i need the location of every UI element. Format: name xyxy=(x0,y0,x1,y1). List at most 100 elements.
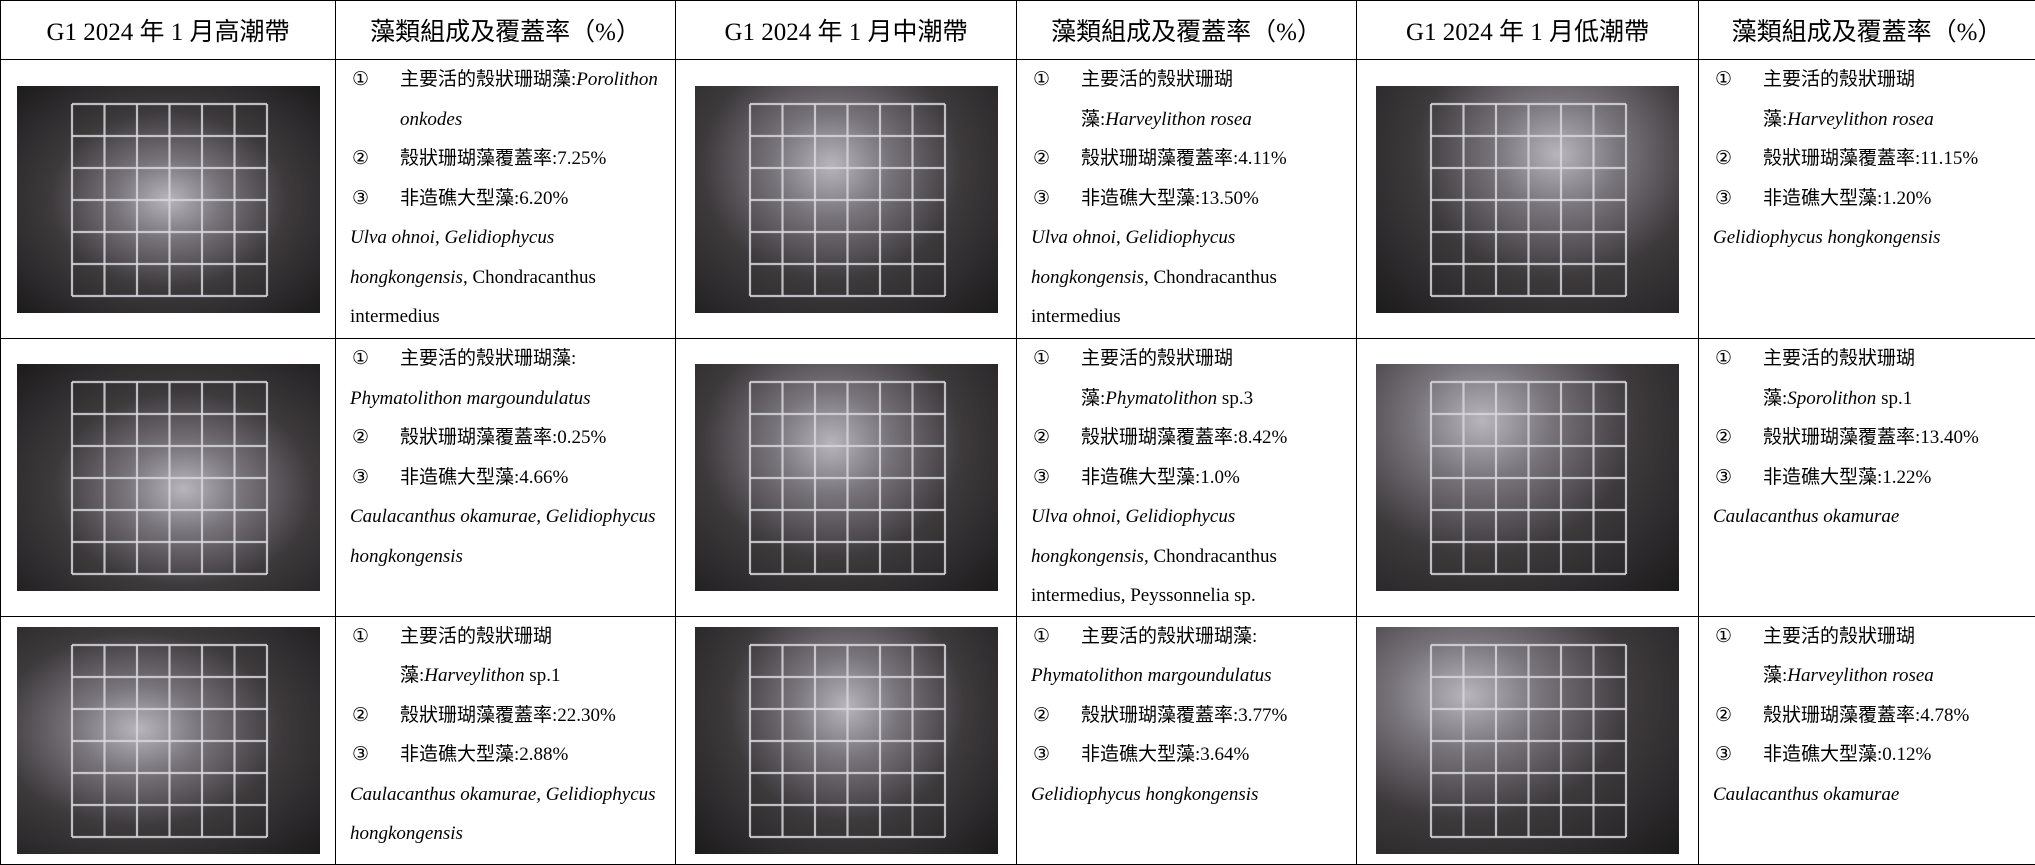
paragraph: ① 主要活的殼狀珊瑚藻: xyxy=(1031,617,1346,656)
item-marker: ③ xyxy=(1033,187,1051,209)
quadrat-photo xyxy=(16,85,320,313)
paragraph: ① 主要活的殼狀珊瑚藻:Harveylithon sp.1 xyxy=(350,617,665,695)
paragraph: ② 殼狀珊瑚藻覆蓋率:4.78% xyxy=(1713,696,2025,736)
paragraph: ② 殼狀珊瑚藻覆蓋率:0.25% xyxy=(350,418,665,458)
item-marker: ① xyxy=(352,625,370,647)
text-cell: ① 主要活的殼狀珊瑚藻:Phymatolithon sp.3 ② 殼狀珊瑚藻覆蓋率:8… xyxy=(1016,338,1357,617)
paragraph: ① 主要活的殼狀珊瑚藻:Harveylithon rosea xyxy=(1713,61,2025,139)
paragraph: ② 殼狀珊瑚藻覆蓋率:11.15% xyxy=(1713,139,2025,179)
text-segment: 非造礁大型藻:3.64% xyxy=(1081,744,1250,766)
text-segment: Ulva ohnoi xyxy=(350,227,435,249)
text-segment: Caulacanthus okamurae xyxy=(1713,783,1900,805)
quadrat-frame xyxy=(70,102,268,297)
paragraph: ① 主要活的殼狀珊瑚藻:Harveylithon rosea xyxy=(1031,61,1346,139)
item-marker: ② xyxy=(1715,427,1733,449)
text-segment: 主要活的殼狀珊瑚藻: xyxy=(1763,625,1916,687)
paragraph: ③ 非造礁大型藻:1.0% xyxy=(1031,458,1346,498)
text-segment: Caulacanthus okamurae, Gelidiophycus hon… xyxy=(350,506,656,567)
paragraph: ② 殼狀珊瑚藻覆蓋率:13.40% xyxy=(1713,418,2025,458)
quadrat-photo xyxy=(1376,364,1679,592)
paragraph: ② 殼狀珊瑚藻覆蓋率:3.77% xyxy=(1031,696,1346,736)
data-row: ① 主要活的殼狀珊瑚藻:Harveylithon sp.1 ② 殼狀珊瑚藻覆蓋率:22… xyxy=(0,615,2035,865)
item-marker: ② xyxy=(1033,427,1051,449)
text-segment: Ulva ohnoi xyxy=(1031,227,1116,249)
text-segment: Gelidiophycus hongkongensis xyxy=(1031,783,1259,805)
text-segment: , Chondracanthus intermedius xyxy=(1031,266,1277,328)
paragraph: ③ 非造礁大型藻:3.64% xyxy=(1031,735,1346,775)
paragraph: ③ 非造礁大型藻:2.88% xyxy=(350,735,665,775)
text-segment: Gelidiophycus hongkongensis xyxy=(350,227,555,288)
paragraph: ① 主要活的殼狀珊瑚藻: xyxy=(350,340,665,379)
text-segment: Porolithon onkodes xyxy=(400,69,658,130)
item-marker: ③ xyxy=(1033,744,1051,766)
paragraph: ③ 非造礁大型藻:6.20% xyxy=(350,179,665,219)
item-marker: ① xyxy=(1033,348,1051,370)
text-segment: 殼狀珊瑚藻覆蓋率:7.25% xyxy=(400,148,607,170)
header-cell: 藻類組成及覆蓋率（%） xyxy=(1016,0,1357,61)
quadrat-frame xyxy=(748,102,946,297)
text-segment: , xyxy=(434,227,445,249)
text-cell: ① 主要活的殼狀珊瑚藻: Phymatolithon margoundulatus ②… xyxy=(335,338,676,617)
text-segment: Harveylithon rosea xyxy=(1787,665,1934,687)
paragraph: Ulva ohnoi, Gelidiophycus hongkongensis,… xyxy=(350,218,665,337)
item-marker: ① xyxy=(1033,69,1051,91)
paragraph: Caulacanthus okamurae, Gelidiophycus hon… xyxy=(350,775,665,854)
paragraph: Ulva ohnoi, Gelidiophycus hongkongensis,… xyxy=(1031,218,1346,337)
paragraph: ③ 非造礁大型藻:1.22% xyxy=(1713,458,2025,498)
item-marker: ③ xyxy=(1033,466,1051,488)
item-marker: ③ xyxy=(1715,744,1733,766)
item-marker: ② xyxy=(1033,704,1051,726)
paragraph: ① 主要活的殼狀珊瑚藻:Porolithon onkodes xyxy=(350,61,665,139)
item-marker: ③ xyxy=(352,466,370,488)
photo-cell xyxy=(0,59,336,340)
paragraph: Caulacanthus okamurae, Gelidiophycus hon… xyxy=(350,497,665,576)
text-segment: 非造礁大型藻:0.12% xyxy=(1763,744,1932,766)
text-segment: 主要活的殼狀珊瑚藻: xyxy=(1763,348,1916,409)
text-segment: 殼狀珊瑚藻覆蓋率:0.25% xyxy=(400,427,607,449)
text-segment: Harveylithon rosea xyxy=(1787,108,1934,130)
text-cell: ① 主要活的殼狀珊瑚藻:Harveylithon sp.1 ② 殼狀珊瑚藻覆蓋率:22… xyxy=(335,615,676,865)
paragraph: ② 殼狀珊瑚藻覆蓋率:7.25% xyxy=(350,139,665,179)
quadrat-photo xyxy=(16,626,320,854)
text-cell: ① 主要活的殼狀珊瑚藻:Harveylithon rosea ② 殼狀珊瑚藻覆蓋率:4… xyxy=(1698,615,2035,865)
text-segment: Phymatolithon margoundulatus xyxy=(350,387,591,409)
text-segment: 殼狀珊瑚藻覆蓋率:22.30% xyxy=(400,704,616,726)
text-segment: 非造礁大型藻:4.66% xyxy=(400,466,569,488)
header-cell: G1 2024 年 1 月低潮帶 xyxy=(1356,0,1699,61)
text-segment: 主要活的殼狀珊瑚藻: xyxy=(1081,69,1234,130)
text-segment: sp.1 xyxy=(524,665,561,687)
quadrat-frame xyxy=(70,380,268,576)
text-segment: 殼狀珊瑚藻覆蓋率:8.42% xyxy=(1081,427,1288,449)
text-segment: Ulva ohnoi xyxy=(1031,506,1116,528)
photo-cell xyxy=(675,615,1017,865)
photo-cell xyxy=(0,615,336,865)
item-marker: ② xyxy=(1033,148,1051,170)
paragraph: ② 殼狀珊瑚藻覆蓋率:4.11% xyxy=(1031,139,1346,179)
text-segment: 非造礁大型藻:13.50% xyxy=(1081,187,1259,209)
text-segment: 非造礁大型藻:1.22% xyxy=(1763,466,1932,488)
item-marker: ③ xyxy=(352,187,370,209)
item-marker: ① xyxy=(352,348,370,370)
text-segment: 殼狀珊瑚藻覆蓋率:4.11% xyxy=(1081,148,1287,170)
text-segment: 殼狀珊瑚藻覆蓋率:11.15% xyxy=(1763,148,1979,170)
paragraph: ③ 非造礁大型藻:4.66% xyxy=(350,458,665,498)
header-cell: 藻類組成及覆蓋率（%） xyxy=(1698,0,2035,61)
text-segment: 殼狀珊瑚藻覆蓋率:4.78% xyxy=(1763,704,1970,726)
text-segment: 主要活的殼狀珊瑚藻: xyxy=(1081,348,1234,409)
quadrat-frame xyxy=(1429,380,1628,576)
header-cell: G1 2024 年 1 月高潮帶 xyxy=(0,0,336,61)
paragraph: ③ 非造礁大型藻:1.20% xyxy=(1713,179,2025,219)
quadrat-frame xyxy=(1429,643,1628,839)
paragraph: ③ 非造礁大型藻:0.12% xyxy=(1713,735,2025,775)
quadrat-frame xyxy=(748,643,946,839)
quadrat-photo xyxy=(16,364,320,592)
text-cell: ① 主要活的殼狀珊瑚藻: Phymatolithon margoundulatus ②… xyxy=(1016,615,1357,865)
text-segment: Gelidiophycus hongkongensis xyxy=(1713,227,1941,249)
text-segment: 殼狀珊瑚藻覆蓋率:13.40% xyxy=(1763,427,1979,449)
text-segment: sp.1 xyxy=(1876,387,1913,409)
item-marker: ② xyxy=(352,148,370,170)
text-segment: 非造礁大型藻:1.20% xyxy=(1763,187,1932,209)
paragraph: Gelidiophycus hongkongensis xyxy=(1031,775,1346,815)
item-marker: ① xyxy=(1715,348,1733,370)
